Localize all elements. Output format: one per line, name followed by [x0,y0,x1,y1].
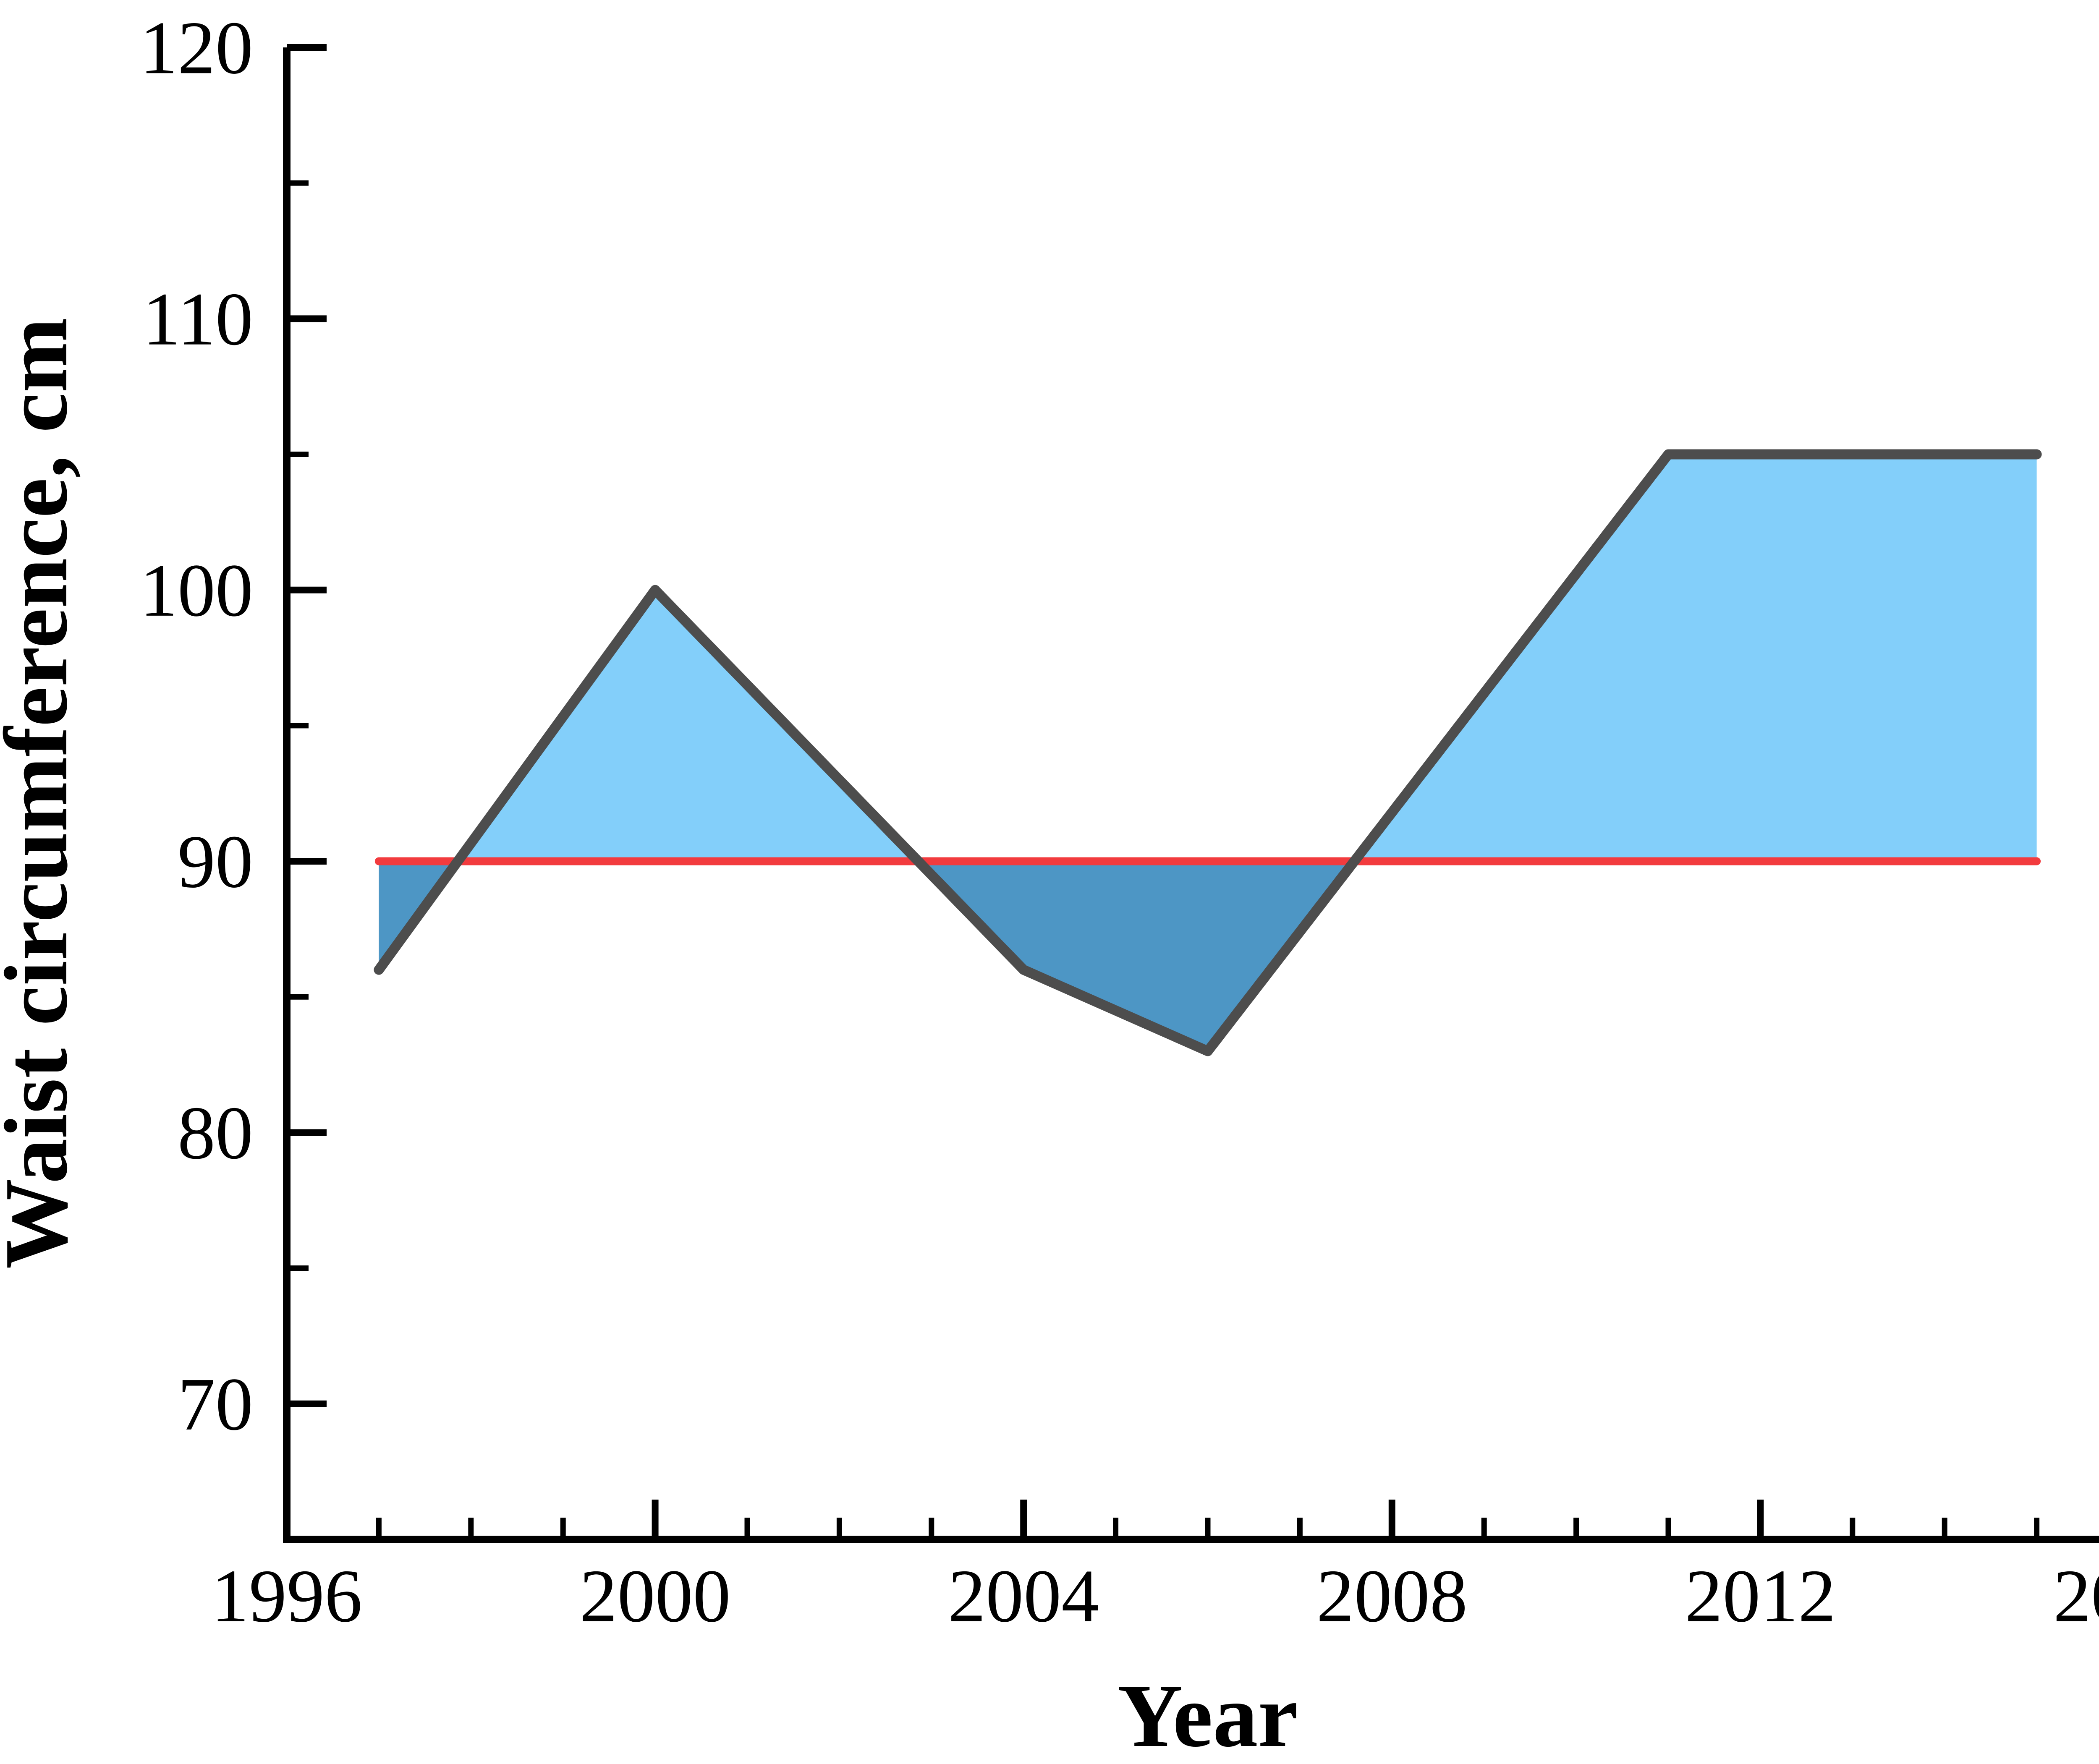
data-line [374,449,2042,1056]
tick-labels: 1996 2000 2004 2008 2012 2016 70 80 90 100 110 120 [140,6,2099,1638]
y-tick-label: 90 [178,820,253,903]
y-tick-label: 100 [140,549,253,632]
axes-and-ticks [283,44,2099,1543]
x-tick-label: 1996 [211,1554,362,1638]
x-axis-title: Year [1118,1665,1298,1764]
x-tick-label: 2004 [948,1554,1099,1638]
y-axis-title: Waist circumference, cm [0,318,86,1269]
area-above-reference [379,454,2037,862]
y-tick-label: 110 [143,277,253,361]
x-tick-label: 2008 [1316,1554,1468,1638]
x-tick-label: 2000 [580,1554,731,1638]
fill-between-areas [379,454,2037,1051]
y-tick-label: 120 [140,6,253,89]
x-tick-label: 2012 [1685,1554,1836,1638]
y-tick-label: 80 [178,1091,253,1175]
area-below-reference [379,861,2037,1051]
y-tick-label: 70 [178,1362,253,1446]
x-tick-label: 2016 [2053,1554,2099,1638]
data-line-group [374,449,2042,1056]
